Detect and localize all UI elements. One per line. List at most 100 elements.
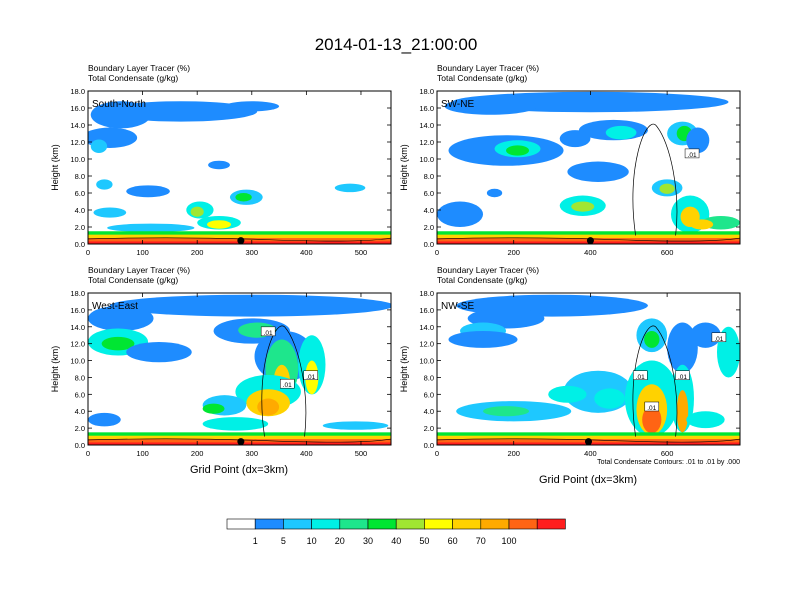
y-tick-label: 12.0 [419,138,434,147]
panel-west-east: Boundary Layer Tracer (%)Total Condensat… [50,265,392,458]
y-tick-label: 14.0 [419,323,434,332]
x-tick-label: 0 [435,248,439,257]
plot-frame [436,90,741,245]
condensate-region [334,183,366,193]
x-axis-label-bottom-right: Grid Point (dx=3km) [539,474,637,486]
contour-label: .01 [684,148,700,159]
condensate-region [483,406,530,417]
condensate-region [202,417,269,431]
y-tick-label: 4.0 [75,407,85,416]
condensate-region [690,219,714,230]
y-tick-label: 6.0 [424,390,434,399]
colorbar-swatch [395,518,425,530]
x-tick-label: 300 [246,449,259,458]
x-tick-label: 300 [246,248,259,257]
y-tick-label: 8.0 [424,373,434,382]
x-tick-label: 400 [300,248,313,257]
condensate-region [486,188,503,198]
contour-label-text: .01 [688,152,697,159]
condensate-region [322,421,389,430]
colorbar-label: 70 [476,536,486,546]
y-tick-label: 12.0 [70,340,85,349]
plot-area: .01 [437,91,740,244]
colorbar-label: 5 [281,536,286,546]
y-tick-label: 0.0 [424,441,434,450]
panel-label: SW-NE [441,99,474,110]
condensate-region [235,193,252,202]
colorbar-swatch [339,518,369,530]
colorbar-swatch [226,518,256,530]
colorbar-label: 20 [335,536,345,546]
condensate-region [567,161,629,182]
panel-label: South-North [92,99,146,110]
contour-line [437,237,740,242]
condensate-region [686,411,725,429]
colorbar-label: 1 [253,536,258,546]
plot-area [88,91,391,244]
colorbar-swatch [283,518,312,530]
colorbar-swatch [480,518,510,530]
contour-label-text: .01 [714,336,723,343]
location-marker [237,438,245,445]
condensate-region [90,101,151,129]
y-tick-label: 16.0 [70,104,85,113]
location-marker [237,237,245,244]
condensate-region [448,331,518,348]
x-tick-label: 200 [191,449,204,458]
contour-line [261,325,307,437]
condensate-region [257,398,280,416]
condensate-region [190,206,204,217]
y-axis-label: Height (km) [399,346,409,393]
panel-nw-se: Boundary Layer Tracer (%)Total Condensat… [399,265,741,458]
condensate-region [559,130,591,148]
contour-label-text: .01 [283,382,292,389]
condensate-region [88,305,154,332]
x-tick-label: 400 [584,449,597,458]
condensate-region [96,179,113,190]
contour-line [88,438,391,443]
contour-line [88,237,391,242]
x-axis-label-bottom-left: Grid Point (dx=3km) [190,464,288,476]
y-tick-label: 2.0 [75,223,85,232]
contour-line [632,325,678,437]
contour-line [437,438,740,443]
condensate-region [659,183,675,194]
condensate-region [88,412,121,427]
colorbar-swatch [536,518,566,530]
y-tick-label: 0.0 [75,240,85,249]
panel-label: NW-SE [441,301,474,312]
y-tick-label: 18.0 [70,87,85,96]
plot-frame [87,292,392,446]
figure-title: 2014-01-13_21:00:00 [315,35,478,54]
y-tick-label: 16.0 [419,104,434,113]
panel-header-condensate: Total Condensate (g/kg) [88,73,178,83]
y-tick-label: 14.0 [70,323,85,332]
colorbar-swatch [508,518,538,530]
plot-frame [87,90,392,245]
y-tick-label: 4.0 [424,206,434,215]
plot-area: .01 .01 .01 [88,293,391,445]
contour-label-text: .01 [306,374,315,381]
panel-sw-ne: Boundary Layer Tracer (%)Total Condensat… [399,63,741,257]
y-tick-label: 12.0 [419,340,434,349]
colorbar-label: 40 [391,536,401,546]
contour-label: .01 [644,401,660,412]
panel-south-north: Boundary Layer Tracer (%)Total Condensat… [50,63,392,257]
condensate-region [444,97,537,115]
colorbar: 1 5 10 20 30 40 50 60 70 100 [226,518,566,546]
panel-label: West-East [92,301,138,312]
condensate-region [605,125,637,140]
contour-note: Total Condensate Contours: .01 to .01 by… [597,459,740,466]
contour-line [632,123,678,236]
panel-header-tracer: Boundary Layer Tracer (%) [437,63,539,73]
y-tick-label: 6.0 [75,390,85,399]
y-tick-label: 8.0 [75,172,85,181]
x-tick-label: 500 [355,248,368,257]
contour-label: .01 [711,332,727,343]
x-tick-label: 200 [507,449,520,458]
x-tick-label: 600 [661,449,674,458]
panel-header-condensate: Total Condensate (g/kg) [437,275,527,285]
y-tick-label: 10.0 [419,155,434,164]
y-tick-label: 16.0 [419,306,434,315]
y-tick-label: 10.0 [70,357,85,366]
